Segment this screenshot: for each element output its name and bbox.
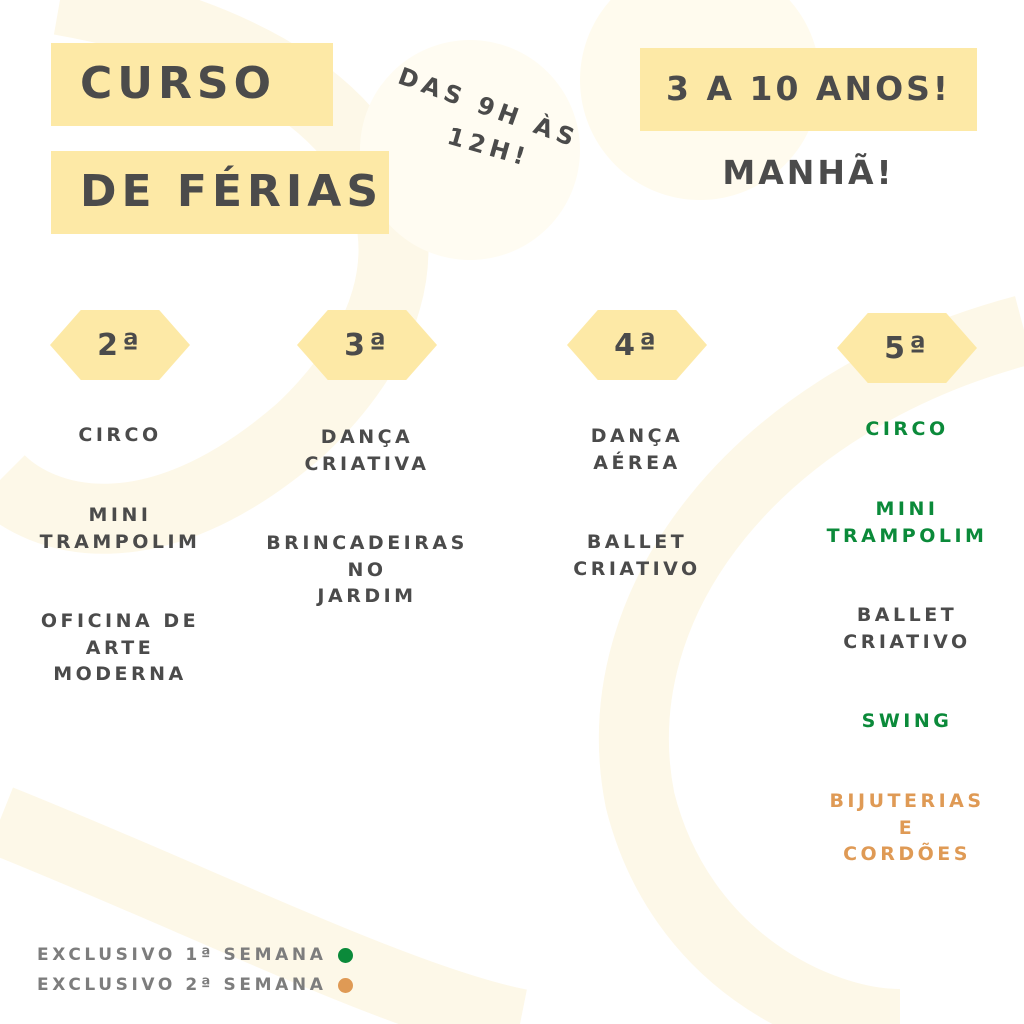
day-label: 4ª	[614, 327, 660, 363]
day-badge: 4ª	[567, 310, 707, 380]
legend-item: EXCLUSIVO 1ª SEMANA	[37, 945, 354, 965]
day-label: 3ª	[344, 327, 390, 363]
activity-item: CIRCO	[865, 418, 949, 440]
title-highlight-2	[51, 151, 389, 234]
activity-item: MINI TRAMPOLIM	[826, 498, 988, 547]
day-label: 2ª	[97, 327, 143, 363]
legend-label: EXCLUSIVO 1ª SEMANA	[37, 945, 327, 965]
title-line-2: DE FÉRIAS	[80, 166, 384, 217]
legend-dot-icon	[338, 977, 354, 993]
activity-item: BRINCADEIRAS NO JARDIM	[266, 532, 468, 607]
day-label: 5ª	[884, 330, 930, 366]
period: MANHÃ!	[722, 153, 895, 192]
activity-item: BIJUTERIAS E CORDÕES	[829, 790, 985, 865]
day-badge: 2ª	[50, 310, 190, 380]
activity-item: SWING	[861, 710, 953, 732]
activity-item: OFICINA DE ARTE MODERNA	[40, 610, 200, 685]
activity-item: DANÇA CRIATIVA	[304, 426, 430, 475]
day-badge: 3ª	[297, 310, 437, 380]
activity-item: BALLET CRIATIVO	[843, 604, 971, 653]
day-badge: 5ª	[837, 313, 977, 383]
legend-dot-icon	[338, 947, 354, 963]
activity-item: MINI TRAMPOLIM	[39, 504, 201, 553]
title-highlight-1	[51, 43, 333, 126]
activity-item: CIRCO	[78, 424, 162, 446]
legend-item: EXCLUSIVO 2ª SEMANA	[37, 975, 354, 995]
activity-item: DANÇA AÉREA	[590, 425, 684, 474]
activity-item: BALLET CRIATIVO	[573, 531, 701, 580]
age-range: 3 A 10 ANOS!	[666, 69, 951, 108]
legend-label: EXCLUSIVO 2ª SEMANA	[37, 975, 327, 995]
title-line-1: CURSO	[80, 58, 276, 109]
age-highlight	[640, 48, 977, 131]
